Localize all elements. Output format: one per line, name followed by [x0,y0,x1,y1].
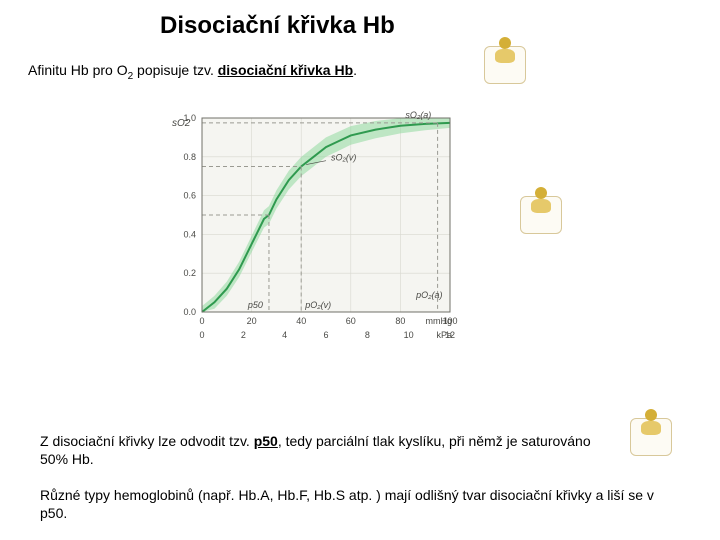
molecule-icon [484,46,526,84]
intro-suffix: . [353,62,357,78]
svg-text:0.0: 0.0 [183,307,196,317]
intro-sentence: Afinitu Hb pro O2 popisuje tzv. disociač… [28,62,357,82]
hb-types-paragraph: Různé typy hemoglobinů (např. Hb.A, Hb.F… [40,486,660,522]
svg-text:sO₂(v): sO₂(v) [331,153,356,163]
svg-text:2: 2 [241,330,246,340]
molecule-icon [630,418,672,456]
svg-text:20: 20 [247,316,257,326]
svg-text:mmHg: mmHg [426,316,453,326]
svg-text:p50: p50 [247,300,263,310]
intro-middle: popisuje tzv. [133,62,218,78]
svg-text:40: 40 [296,316,306,326]
svg-text:0: 0 [199,330,204,340]
para2-term: p50 [254,433,278,449]
svg-text:60: 60 [346,316,356,326]
svg-text:0.6: 0.6 [183,191,196,201]
svg-text:0: 0 [199,316,204,326]
intro-term: disociační křivka Hb [218,62,353,78]
svg-text:sO₂(a): sO₂(a) [405,110,431,120]
svg-text:pO₂(v): pO₂(v) [304,300,331,310]
svg-text:0.8: 0.8 [183,152,196,162]
svg-text:0.4: 0.4 [183,229,196,239]
molecule-icon [520,196,562,234]
svg-text:kPa: kPa [436,330,452,340]
para2-prefix: Z disociační křivky lze odvodit tzv. [40,433,254,449]
svg-text:8: 8 [365,330,370,340]
svg-text:80: 80 [395,316,405,326]
svg-text:10: 10 [404,330,414,340]
svg-text:6: 6 [323,330,328,340]
intro-prefix: Afinitu Hb pro O [28,62,128,78]
svg-text:pO₂(a): pO₂(a) [415,290,442,300]
svg-text:4: 4 [282,330,287,340]
svg-text:0.2: 0.2 [183,268,196,278]
svg-text:sO2: sO2 [172,118,191,129]
dissociation-chart: 0.00.20.40.60.81.0020406080100024681012s… [160,104,460,354]
page-title: Disociační křivka Hb [160,12,395,40]
p50-paragraph: Z disociační křivky lze odvodit tzv. p50… [40,432,620,468]
